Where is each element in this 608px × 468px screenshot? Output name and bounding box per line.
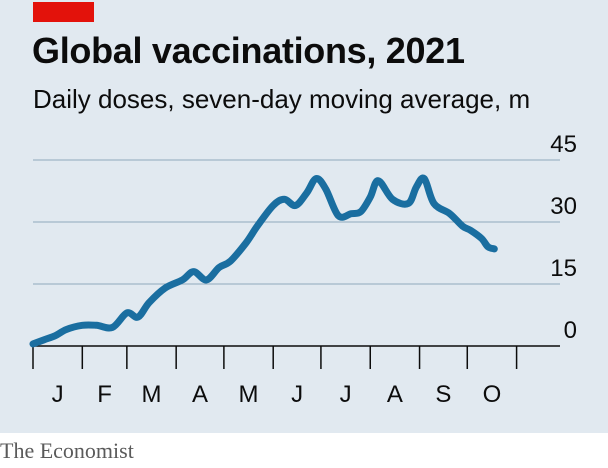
x-tick-label: A: [192, 381, 208, 408]
x-tick-label: J: [52, 381, 64, 408]
x-tick-label: F: [97, 381, 112, 408]
chart-panel: [0, 0, 608, 433]
x-tick-label: M: [142, 381, 162, 408]
y-tick-label: 30: [550, 193, 577, 220]
line-chart: 0 15 30 45 J F M A M J J A S O: [29, 131, 577, 408]
x-tick-label: A: [387, 381, 403, 408]
brand-tag: [33, 2, 94, 22]
y-tick-label: 0: [564, 317, 577, 344]
x-tick-label: O: [483, 381, 502, 408]
y-tick-label: 45: [550, 131, 577, 158]
x-tick-label: S: [435, 381, 451, 408]
chart-subtitle: Daily doses, seven-day moving average, m: [33, 84, 531, 114]
series-line: [29, 174, 498, 348]
x-tick-label: J: [291, 381, 303, 408]
y-tick-label: 15: [550, 255, 577, 282]
source-label: The Economist: [0, 438, 134, 463]
chart-title: Global vaccinations, 2021: [32, 30, 465, 71]
x-tick-label: J: [340, 381, 352, 408]
x-tick-label: M: [239, 381, 259, 408]
